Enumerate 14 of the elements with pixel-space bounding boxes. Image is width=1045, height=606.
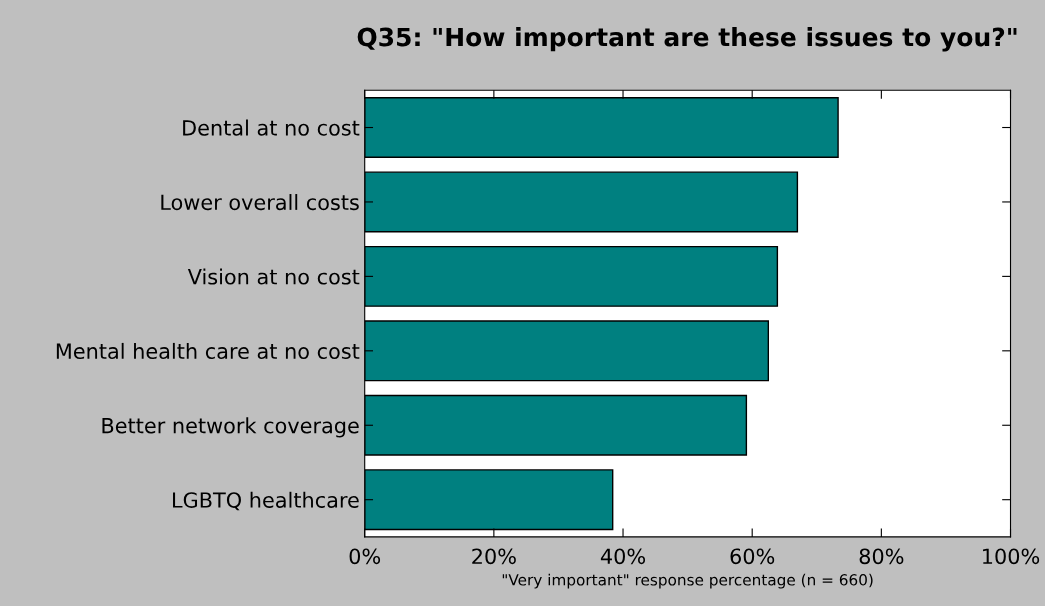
x-tick-label: 100% [983, 548, 1040, 565]
y-tick-label: Lower overall costs [161, 194, 359, 211]
chart-title: Q35: "How important are these issues to you?" [357, 27, 1017, 52]
y-tick-label: Better network coverage [102, 417, 359, 438]
x-tick-label: 60% [730, 548, 775, 565]
x-tick-label: 20% [472, 548, 516, 565]
y-tick-label: Dental at no cost [183, 119, 360, 136]
x-axis-title: "Very important" response percentage (n = 660) [502, 573, 873, 589]
x-tick-label: 40% [600, 548, 646, 565]
x-tick-label: 80% [859, 548, 904, 565]
y-tick-label: LGBTQ healthcare [173, 491, 359, 511]
x-tick-label: 0% [349, 548, 381, 565]
y-tick-label: Vision at no cost [187, 268, 360, 285]
y-tick-label: Mental health care at no cost [56, 342, 360, 360]
